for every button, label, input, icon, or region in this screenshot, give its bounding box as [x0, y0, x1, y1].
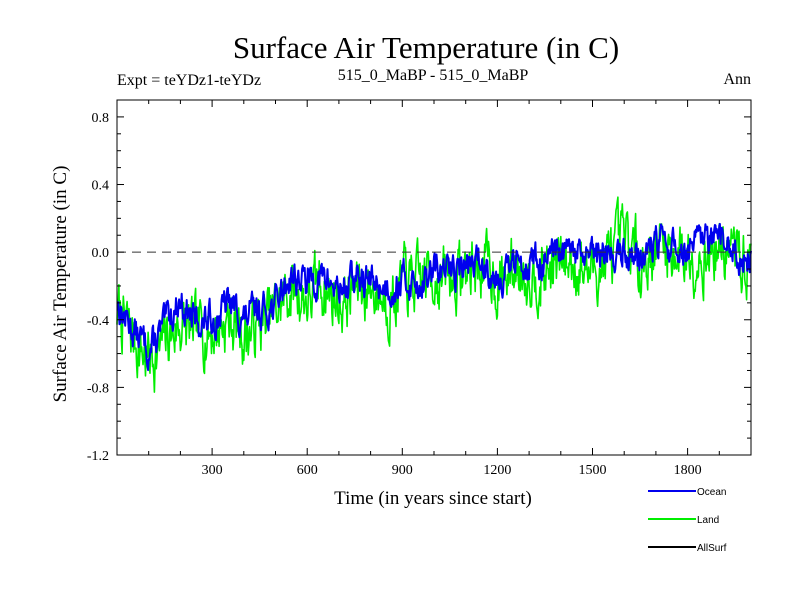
y-tick-label: -0.8: [87, 381, 109, 396]
x-tick-label: 1800: [674, 463, 702, 478]
legend-label-allsurf: AllSurf: [697, 543, 727, 554]
x-tick-label: 600: [297, 463, 318, 478]
x-tick-label: 900: [392, 463, 413, 478]
x-tick-label: 1500: [579, 463, 607, 478]
y-axis-label: Surface Air Temperature (in C): [50, 166, 71, 403]
experiment-label: Expt = teYDz1-teYDz: [117, 72, 261, 89]
plot-frame: [116, 99, 752, 456]
y-tick-label: 0.4: [92, 179, 110, 194]
legend-entry-ocean: Ocean: [648, 487, 726, 498]
chart-title: Surface Air Temperature (in C): [233, 30, 619, 65]
x-tick-label: 300: [202, 463, 223, 478]
y-tick-label: -1.2: [87, 449, 109, 464]
legend-label-land: Land: [697, 515, 719, 526]
plot-area: 300 600 900 1200 1500 1800 -1.2 -0.8 -0.4 0.0 0.4…: [87, 99, 752, 478]
season-label: Ann: [723, 71, 751, 88]
y-tick-label: -0.4: [87, 314, 109, 329]
legend: Ocean Land AllSurf: [648, 487, 727, 554]
series-layer: [116, 196, 752, 393]
legend-entry-land: Land: [648, 515, 719, 526]
legend-entry-allsurf: AllSurf: [648, 543, 727, 554]
period-label: 515_0_MaBP - 515_0_MaBP: [338, 67, 529, 84]
y-axis-ticks: -1.2 -0.8 -0.4 0.0 0.4 0.8: [87, 111, 751, 464]
x-axis-label: Time (in years since start): [334, 488, 532, 509]
x-axis-ticks: 300 600 900 1200 1500 1800: [148, 100, 720, 478]
series-line-ocean: [116, 222, 752, 372]
x-tick-label: 1200: [483, 463, 511, 478]
legend-label-ocean: Ocean: [697, 487, 726, 498]
y-tick-label: 0.8: [92, 111, 110, 126]
y-tick-label: 0.0: [92, 246, 110, 261]
